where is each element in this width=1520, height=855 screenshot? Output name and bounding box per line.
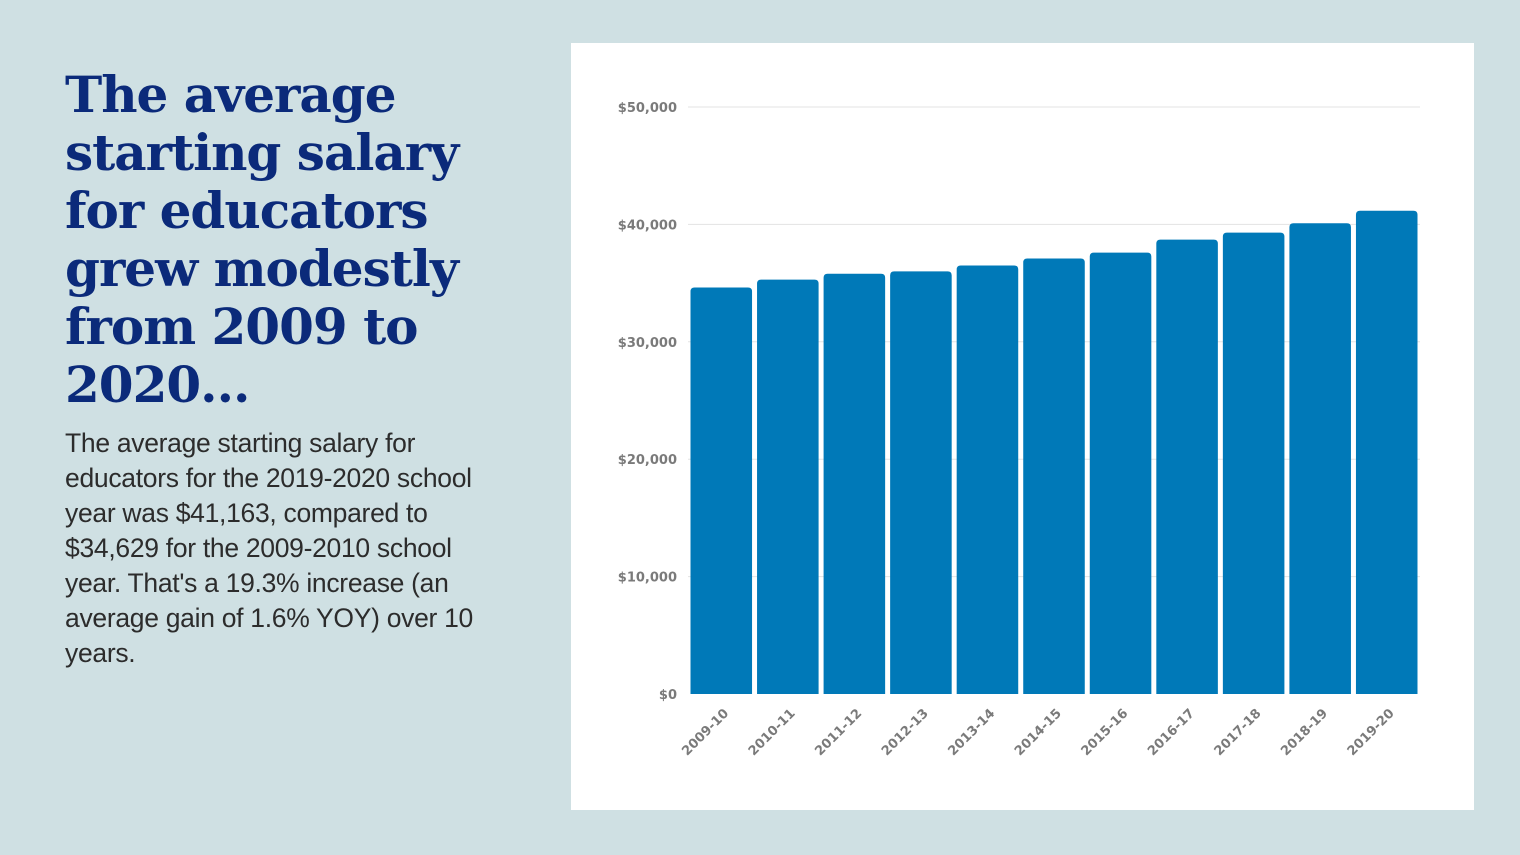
y-tick-label: $30,000	[618, 336, 677, 351]
x-tick-label: 2019-20	[1345, 706, 1398, 759]
bar-2013-14	[956, 265, 1019, 694]
x-tick-label: 2018-19	[1278, 706, 1331, 759]
x-tick-label: 2009-10	[679, 706, 732, 759]
x-tick-label: 2017-18	[1212, 706, 1265, 759]
y-axis-ticks: $0 $10,000 $20,000 $30,000 $40,000 $50,000	[618, 101, 677, 703]
headline: The average starting salary for educator…	[65, 65, 459, 414]
bar-2015-16	[1089, 252, 1152, 695]
bar-2017-18	[1222, 232, 1285, 695]
bar-2009-10	[690, 287, 753, 694]
bar-2019-20	[1355, 210, 1418, 694]
y-tick-label: $40,000	[618, 218, 677, 233]
bar-2018-19	[1289, 223, 1351, 694]
bar-2012-13	[890, 271, 952, 694]
y-tick-label: $50,000	[618, 101, 677, 116]
body-text: The average starting salary for educator…	[65, 428, 473, 668]
y-tick-label: $10,000	[618, 571, 677, 586]
bar-2016-17	[1156, 239, 1218, 695]
bar-2010-11	[757, 279, 819, 694]
bar-chart: $0 $10,000 $20,000 $30,000 $40,000 $50,000 20…	[618, 101, 1420, 759]
chart-panel: $0 $10,000 $20,000 $30,000 $40,000 $50,000 20…	[571, 43, 1474, 810]
x-tick-label: 2013-14	[945, 706, 998, 759]
x-tick-label: 2012-13	[879, 706, 932, 759]
x-tick-label: 2015-16	[1079, 706, 1132, 759]
bar-2011-12	[823, 273, 886, 694]
x-tick-label: 2011-12	[812, 706, 865, 759]
x-tick-label: 2010-11	[746, 706, 799, 759]
bars	[690, 210, 1418, 695]
y-tick-label: $20,000	[618, 453, 677, 468]
text-column: The average starting salary for educator…	[65, 66, 525, 671]
x-tick-label: 2016-17	[1145, 706, 1198, 759]
y-tick-label: $0	[659, 688, 677, 703]
x-tick-label: 2014-15	[1012, 706, 1065, 759]
x-axis-ticks: 2009-10 2010-11 2011-12 2012-13 2013-14 2014-…	[679, 706, 1397, 759]
bar-2014-15	[1023, 258, 1085, 694]
